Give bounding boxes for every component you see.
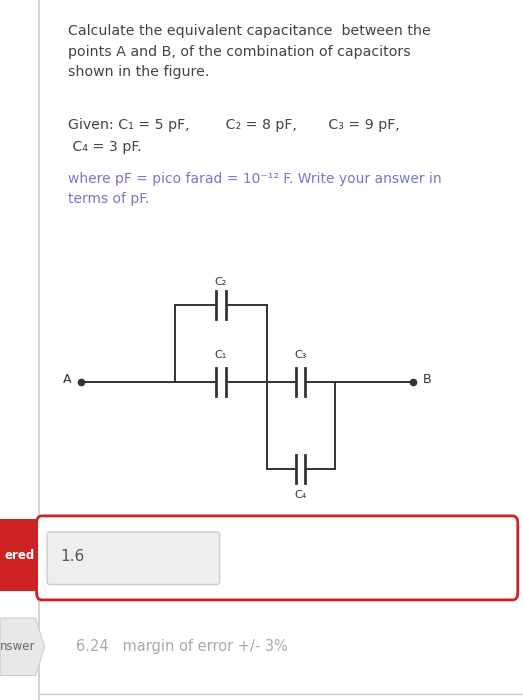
Text: C₃: C₃: [294, 351, 307, 360]
Text: C₂: C₂: [215, 277, 227, 287]
Text: B: B: [423, 373, 431, 386]
Text: C₄ = 3 pF.: C₄ = 3 pF.: [68, 140, 142, 154]
Text: C₁: C₁: [215, 351, 227, 360]
Text: C₄: C₄: [294, 490, 307, 500]
Bar: [0, 519, 39, 591]
Text: 1.6: 1.6: [60, 549, 84, 564]
FancyBboxPatch shape: [47, 532, 220, 584]
Text: ered: ered: [5, 549, 35, 561]
Text: A: A: [63, 373, 72, 386]
Polygon shape: [0, 618, 44, 676]
Text: Given: C₁ = 5 pF,        C₂ = 8 pF,       C₃ = 9 pF,: Given: C₁ = 5 pF, C₂ = 8 pF, C₃ = 9 pF,: [68, 118, 400, 132]
FancyBboxPatch shape: [37, 516, 518, 600]
Text: nswer: nswer: [0, 640, 36, 653]
Text: where pF = pico farad = 10⁻¹² F. Write your answer in
terms of pF.: where pF = pico farad = 10⁻¹² F. Write y…: [68, 172, 441, 206]
Text: Calculate the equivalent capacitance  between the
points A and B, of the combina: Calculate the equivalent capacitance bet…: [68, 25, 431, 78]
Text: 6.24   margin of error +/- 3%: 6.24 margin of error +/- 3%: [76, 639, 288, 654]
